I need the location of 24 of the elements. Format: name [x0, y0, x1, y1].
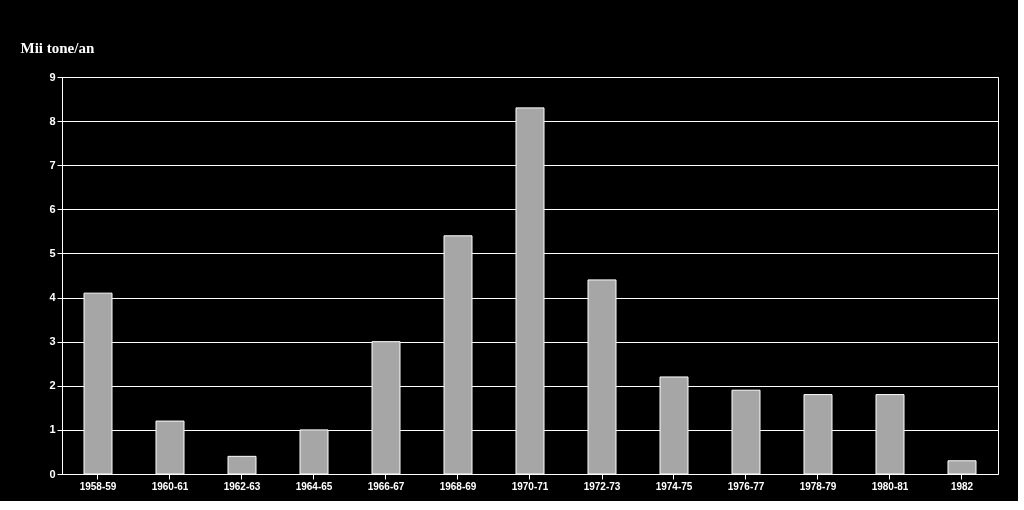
- x-tick-label: 1970-71: [511, 480, 549, 492]
- x-tick-label: 1964-65: [295, 480, 333, 492]
- x-tick-label: 1982: [950, 480, 974, 492]
- y-tick-label: 5: [49, 246, 56, 259]
- x-tick-label: 1962-63: [223, 480, 261, 492]
- y-tick-label: 7: [49, 158, 56, 171]
- x-tick-label: 1974-75: [655, 480, 693, 492]
- x-tick-label: 1972-73: [583, 480, 621, 492]
- x-tick-label: 1976-77: [727, 480, 765, 492]
- y-tick-label: 0: [49, 467, 56, 480]
- y-tick-label: 6: [49, 202, 56, 215]
- x-tick-label: 1958-59: [79, 480, 117, 492]
- x-tick-label: 1980-81: [871, 480, 909, 492]
- y-axis-title: Mii tone/an: [20, 39, 95, 56]
- y-tick-label: 4: [49, 291, 57, 304]
- y-tick-label: 3: [49, 335, 56, 348]
- x-tick-label: 1960-61: [151, 480, 189, 492]
- y-tick-label: 8: [49, 114, 56, 127]
- y-tick-label: 2: [49, 379, 56, 392]
- x-tick-label: 1966-67: [367, 480, 405, 492]
- x-tick-label: 1978-79: [799, 480, 837, 492]
- y-tick-label: 9: [49, 70, 56, 83]
- y-tick-label: 1: [49, 423, 56, 436]
- x-tick-label: 1968-69: [439, 480, 477, 492]
